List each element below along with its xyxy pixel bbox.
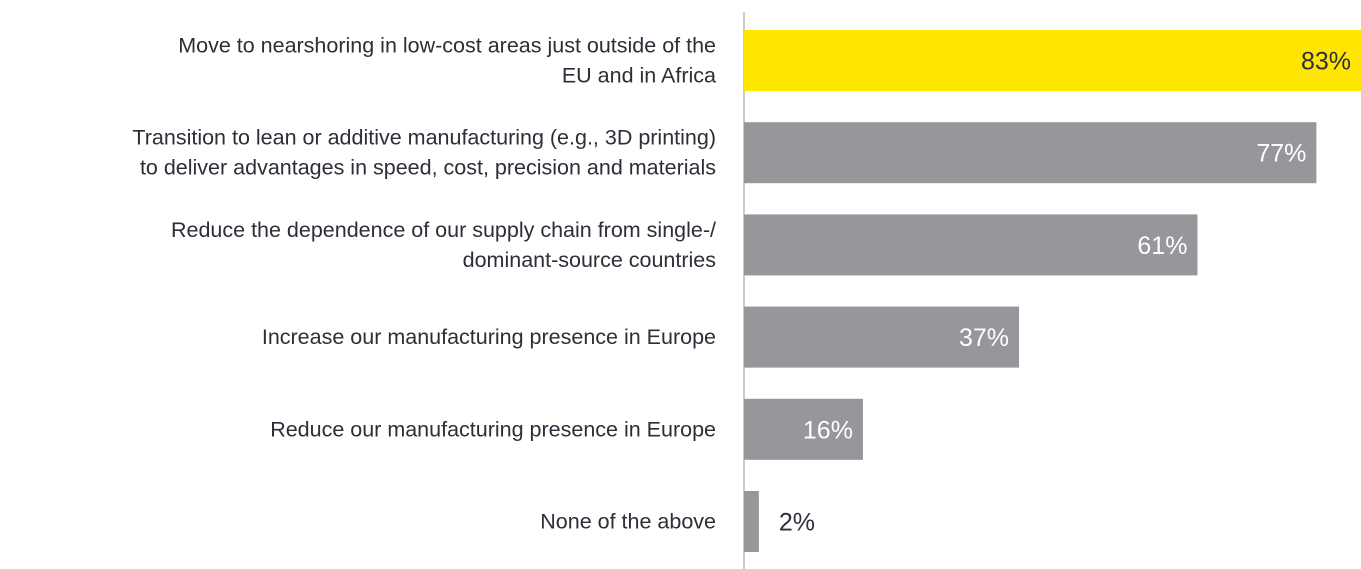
value-label: 16% xyxy=(803,416,853,444)
bars-group xyxy=(744,30,1361,552)
value-label: 37% xyxy=(959,324,1009,352)
category-label: Reduce the dependence of our supply chai… xyxy=(171,218,716,272)
bar xyxy=(744,122,1317,184)
bar xyxy=(744,491,759,552)
category-label: Reduce our manufacturing presence in Eur… xyxy=(270,417,716,441)
bar xyxy=(744,306,1020,368)
category-label: Transition to lean or additive manufactu… xyxy=(132,126,716,180)
bar xyxy=(744,214,1198,276)
value-label: 83% xyxy=(1301,48,1351,76)
category-label: Move to nearshoring in low-cost areas ju… xyxy=(178,34,716,88)
value-label: 2% xyxy=(779,509,815,537)
bar xyxy=(744,30,1361,91)
category-label: None of the above xyxy=(540,510,716,534)
category-labels-group: Move to nearshoring in low-cost areas ju… xyxy=(132,34,716,534)
bar xyxy=(744,398,863,460)
category-label: Increase our manufacturing presence in E… xyxy=(262,325,716,349)
value-label: 61% xyxy=(1137,232,1187,260)
value-labels-group: 83% 77% 61% 37% 16% 2% xyxy=(779,48,1351,537)
value-label: 77% xyxy=(1256,140,1306,168)
